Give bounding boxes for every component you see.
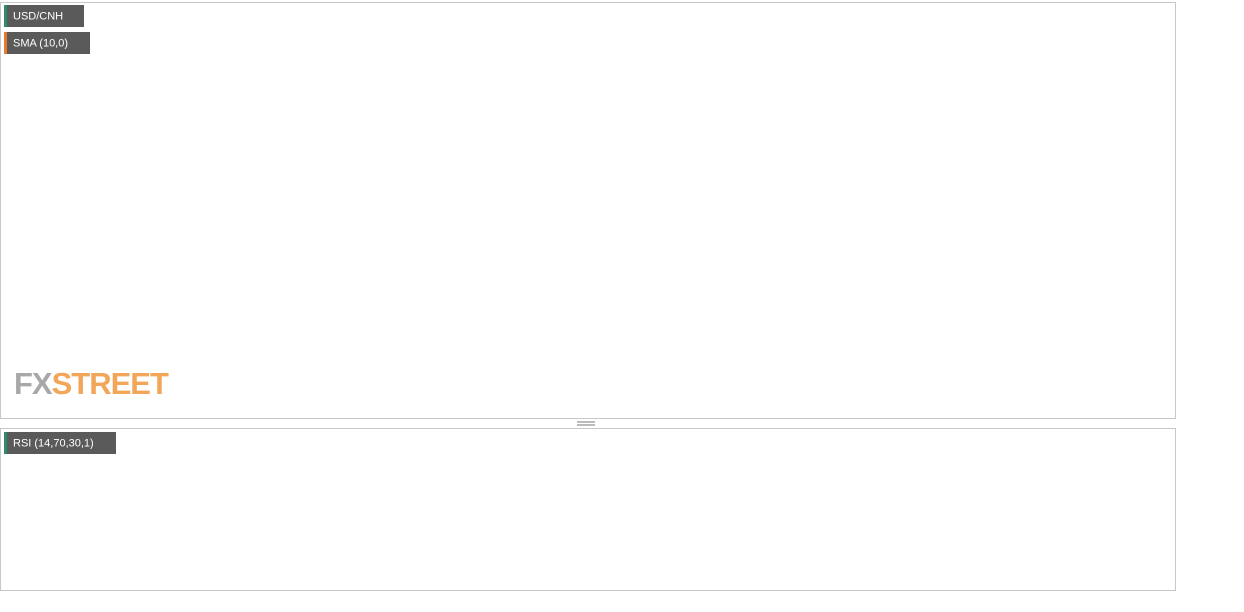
legend-label: RSI (14,70,30,1) bbox=[13, 437, 94, 449]
labels: USD/CNH SMA (10,0) RSI (14,70,30,1) bbox=[4, 5, 116, 454]
watermark-fx: FX bbox=[14, 366, 53, 401]
legend-box bbox=[4, 32, 90, 54]
legend-swatch bbox=[4, 432, 7, 454]
rsi-panel bbox=[0, 428, 1176, 591]
watermark: FXSTREET bbox=[14, 366, 169, 401]
watermark-street: STREET bbox=[52, 366, 169, 401]
legend-box bbox=[4, 432, 116, 454]
legend-box bbox=[4, 5, 84, 27]
legend-swatch bbox=[4, 32, 7, 54]
price-panel bbox=[0, 2, 1176, 419]
legend-label: SMA (10,0) bbox=[13, 37, 68, 49]
legend-swatch bbox=[4, 5, 7, 27]
splitter[interactable] bbox=[577, 421, 595, 426]
legend-label: USD/CNH bbox=[13, 10, 63, 22]
